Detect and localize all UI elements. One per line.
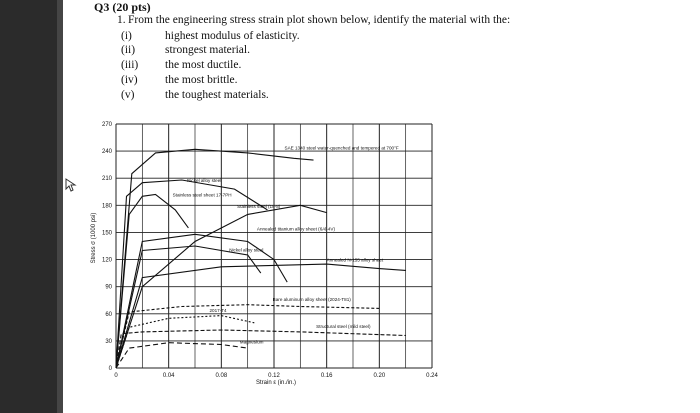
chart-ticks: 0 30 60 90 120 150 180 210 240 270 0 0.04 0.08 0.12 0.… <box>102 122 439 379</box>
x-tick-label: 0.24 <box>426 373 438 379</box>
question-number: 1. <box>117 14 126 26</box>
stress-strain-chart: 0 30 60 90 120 150 180 210 240 270 0 0.04 0.08 0.12 0.… <box>86 118 442 408</box>
item-label: the most brittle. <box>165 74 238 86</box>
y-tick-label: 30 <box>105 339 112 345</box>
mouse-pointer-icon <box>65 178 77 192</box>
item-label: the most ductile. <box>165 59 242 71</box>
item-label: strongest material. <box>165 44 250 56</box>
y-tick-label: 180 <box>102 203 113 209</box>
question-stem: 1. From the engineering stress strain pl… <box>117 14 587 28</box>
left-margin-edge <box>57 0 63 413</box>
series-label: Annealed N-155 alloy sheet <box>327 257 384 262</box>
series-line <box>115 329 406 369</box>
series-label: Magnesium <box>240 340 264 345</box>
item-numeral: (v) <box>121 89 135 101</box>
x-tick-label: 0 <box>114 373 118 379</box>
series-label: Nickel alloy steel <box>229 247 263 252</box>
item-numeral: (iv) <box>121 74 138 86</box>
chart-curves <box>115 148 406 369</box>
series-label: Structural steel (mild steel) <box>316 324 371 329</box>
series-label: Annealed titanium alloy sheet (6Al-4V) <box>257 227 336 232</box>
series-line <box>115 315 255 369</box>
chart-svg: 0 30 60 90 120 150 180 210 240 270 0 0.04 0.08 0.12 0.… <box>91 122 439 386</box>
y-tick-label: 0 <box>109 366 113 372</box>
item-label: the toughest materials. <box>165 89 269 101</box>
question-text: From the engineering stress strain plot … <box>128 14 511 26</box>
x-tick-label: 0.20 <box>373 373 385 379</box>
series-label: 2017-T4 <box>209 308 227 313</box>
series-line <box>115 204 327 369</box>
y-tick-label: 150 <box>102 230 113 236</box>
question-header: Q3 (20 pts) <box>94 0 151 14</box>
series-line <box>115 179 268 369</box>
item-label: highest modulus of elasticity. <box>165 30 300 42</box>
item-numeral: (ii) <box>121 44 136 56</box>
y-tick-label: 270 <box>102 122 113 128</box>
x-tick-label: 0.12 <box>268 373 280 379</box>
question-item-3: (iii) the most ductile. <box>121 59 241 71</box>
series-line <box>115 304 380 369</box>
y-axis-label: Stress σ (1000 psi) <box>91 213 97 264</box>
item-numeral: (i) <box>121 30 132 42</box>
series-label: Stainless steel sheet 17-7PH <box>173 192 232 197</box>
x-tick-label: 0.16 <box>321 373 333 379</box>
question-item-5: (v) the toughest materials. <box>121 89 269 101</box>
series-label: SAE 1340 steel water-quenched and temper… <box>285 145 399 150</box>
series-label: Stainless steel (18-8) <box>237 204 281 209</box>
y-tick-label: 210 <box>102 176 113 182</box>
series-line <box>115 148 314 369</box>
left-margin-bar <box>0 0 63 413</box>
series-label: Bare aluminum alloy sheet (2024-T81) <box>273 297 352 302</box>
y-tick-label: 240 <box>102 149 113 155</box>
series-line <box>115 245 262 369</box>
question-item-4: (iv) the most brittle. <box>121 74 238 86</box>
y-tick-label: 60 <box>105 312 112 318</box>
series-line <box>115 193 189 369</box>
series-line <box>115 342 248 369</box>
x-axis-label: Strain ε (in./in.) <box>256 380 296 386</box>
series-line <box>115 233 288 369</box>
x-tick-label: 0.08 <box>215 373 227 379</box>
y-tick-label: 120 <box>102 258 113 264</box>
question-item-2: (ii) strongest material. <box>121 44 250 56</box>
item-numeral: (iii) <box>121 59 139 71</box>
series-line <box>115 263 406 369</box>
x-tick-label: 0.04 <box>163 373 175 379</box>
y-tick-label: 90 <box>105 285 112 291</box>
series-label: Nickel alloy steel <box>187 178 221 183</box>
question-item-1: (i) highest modulus of elasticity. <box>121 30 300 42</box>
chart-labels: SAE 1340 steel water-quenched and temper… <box>173 145 399 344</box>
